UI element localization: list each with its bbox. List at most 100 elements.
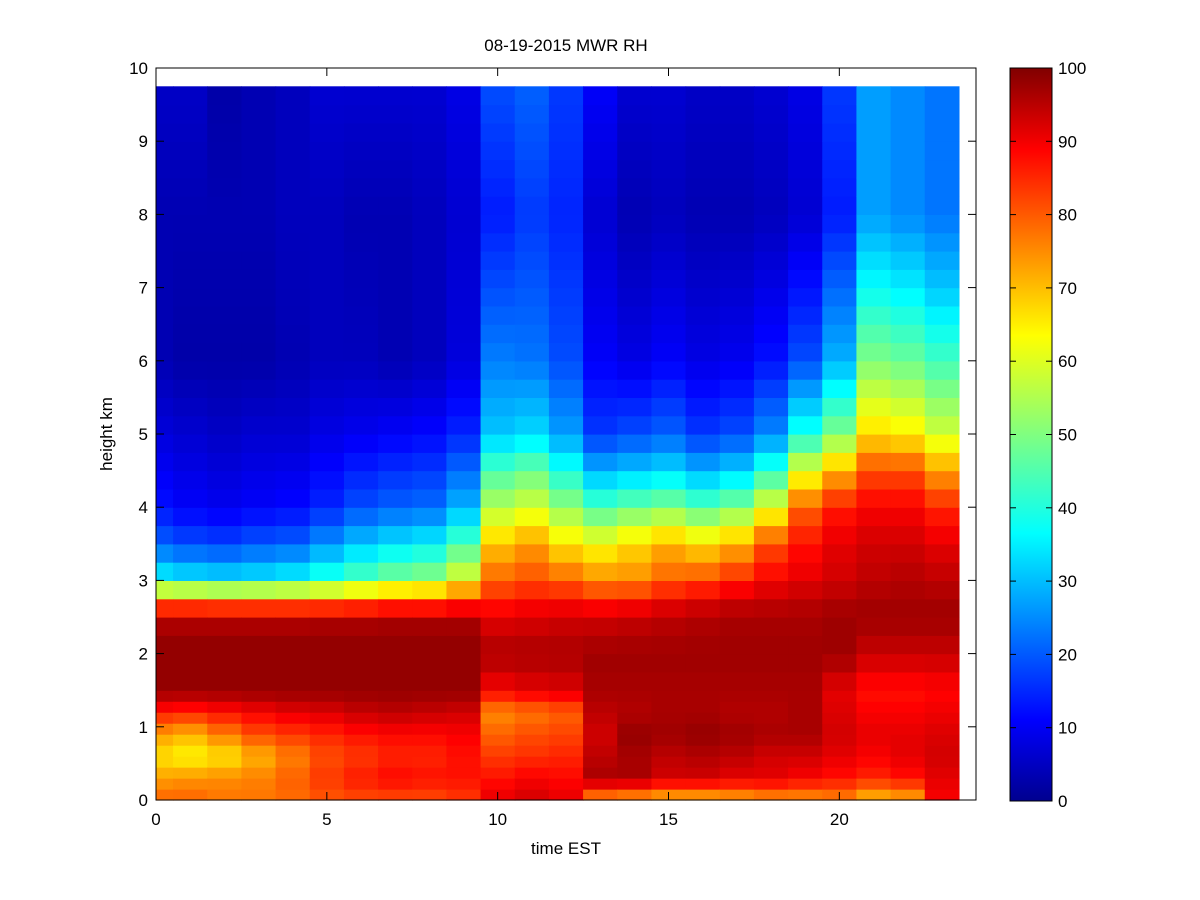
heatmap-cell <box>378 767 413 779</box>
heatmap-cell <box>309 562 345 581</box>
heatmap-cell <box>480 617 516 636</box>
heatmap-cell <box>788 712 823 724</box>
heatmap-cell <box>207 86 243 106</box>
heatmap-cell <box>924 104 960 124</box>
heatmap-cell <box>343 324 379 344</box>
heatmap-cell <box>446 598 482 618</box>
heatmap-cell <box>156 305 174 325</box>
heatmap-cell <box>856 305 892 325</box>
heatmap-cell <box>924 305 960 325</box>
heatmap-cell <box>651 653 687 673</box>
heatmap-cell <box>924 543 960 563</box>
heatmap-cell <box>446 159 482 179</box>
heatmap-cell <box>685 580 721 600</box>
heatmap-cell <box>446 653 482 673</box>
heatmap-cell <box>685 434 721 453</box>
heatmap-cell <box>856 159 892 179</box>
heatmap-cell <box>788 778 823 790</box>
heatmap-cell <box>514 756 550 768</box>
heatmap-cell <box>207 745 243 757</box>
heatmap-cell <box>753 342 789 362</box>
heatmap-cell <box>412 671 448 691</box>
heatmap-cell <box>788 86 823 106</box>
heatmap-cell <box>412 488 448 508</box>
heatmap-cell <box>412 177 448 197</box>
heatmap-cell <box>446 269 482 289</box>
heatmap-cell <box>822 690 858 702</box>
heatmap-cell <box>207 617 243 636</box>
heatmap-cell <box>651 269 687 289</box>
heatmap-cell <box>156 342 174 362</box>
heatmap-cell <box>343 470 379 490</box>
heatmap-cell <box>514 269 550 289</box>
heatmap-cell <box>924 712 960 724</box>
heatmap-cell <box>378 415 413 435</box>
heatmap-cell <box>207 251 243 270</box>
heatmap-cell <box>514 723 550 735</box>
heatmap-cell <box>275 232 311 252</box>
heatmap-cell <box>890 104 926 124</box>
heatmap-cell <box>156 122 174 142</box>
heatmap-cell <box>822 671 858 691</box>
heatmap-cell <box>480 196 516 215</box>
heatmap-cell <box>207 397 243 417</box>
heatmap-cell <box>207 671 243 691</box>
heatmap-cell <box>446 734 482 746</box>
heatmap-cell <box>241 580 277 600</box>
heatmap-cell <box>412 635 448 655</box>
y-tick-label: 1 <box>139 718 148 737</box>
heatmap-cell <box>309 196 345 215</box>
heatmap-cell <box>890 342 926 362</box>
heatmap-cell <box>207 452 243 472</box>
y-axis-label: height km <box>97 397 116 471</box>
heatmap-cell <box>788 305 823 325</box>
heatmap-cell <box>719 701 755 713</box>
heatmap-cell <box>856 690 892 702</box>
heatmap-cell <box>719 745 755 757</box>
heatmap-cell <box>480 767 516 779</box>
heatmap-cell <box>173 778 208 790</box>
heatmap-cell <box>480 507 516 527</box>
heatmap-cell <box>548 86 584 106</box>
heatmap-cell <box>173 653 208 673</box>
heatmap-cell <box>685 671 721 691</box>
heatmap-cell <box>207 342 243 362</box>
heatmap-cell <box>890 232 926 252</box>
heatmap-cell <box>309 232 345 252</box>
heatmap-cell <box>275 690 311 702</box>
heatmap-cell <box>378 379 413 398</box>
heatmap-cell <box>822 251 858 270</box>
heatmap-cell <box>309 617 345 636</box>
heatmap-cell <box>753 653 789 673</box>
heatmap-cell <box>753 159 789 179</box>
heatmap-cell <box>719 397 755 417</box>
heatmap-cell <box>583 141 618 161</box>
heatmap-cell <box>241 712 277 724</box>
heatmap-cell <box>583 177 618 197</box>
heatmap-cell <box>685 122 721 142</box>
heatmap-cell <box>412 598 448 618</box>
heatmap-cell <box>548 617 584 636</box>
heatmap-cell <box>890 415 926 435</box>
heatmap-cell <box>173 360 208 380</box>
heatmap-cell <box>617 778 653 790</box>
colorbar-ticks: 0 10 20 30 40 50 60 70 80 90 100 <box>1010 59 1086 811</box>
heatmap-cell <box>788 789 823 801</box>
heatmap-cell <box>548 324 584 344</box>
heatmap-cell <box>753 196 789 215</box>
heatmap-cell <box>156 580 174 600</box>
heatmap-cell <box>617 507 653 527</box>
heatmap-cell <box>583 324 618 344</box>
heatmap-cell <box>856 653 892 673</box>
heatmap-cell <box>156 287 174 307</box>
heatmap-cell <box>617 745 653 757</box>
heatmap-cell <box>446 562 482 581</box>
heatmap-cell <box>856 415 892 435</box>
heatmap-cell <box>788 671 823 691</box>
heatmap-cell <box>446 251 482 270</box>
heatmap-cell <box>446 196 482 215</box>
heatmap-cell <box>378 452 413 472</box>
heatmap-cell <box>822 723 858 735</box>
heatmap-cell <box>309 767 345 779</box>
heatmap-cell <box>241 452 277 472</box>
